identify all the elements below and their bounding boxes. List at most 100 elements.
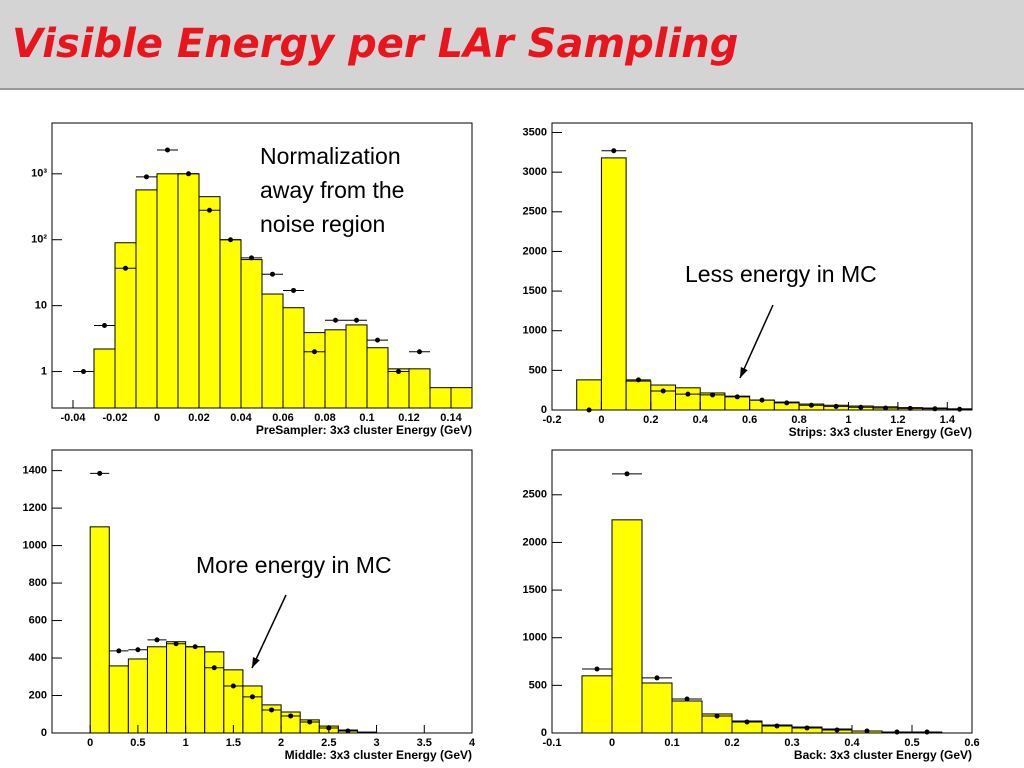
x-tick-label: 0.06 (272, 412, 293, 424)
histogram-bar (611, 519, 643, 734)
histogram-bar (108, 665, 129, 734)
histogram-bar (387, 368, 410, 409)
data-point (804, 725, 810, 731)
histogram-bar (223, 669, 244, 734)
data-point (291, 287, 296, 293)
histogram-bar (156, 173, 179, 409)
y-tick-label: 0 (41, 727, 47, 739)
y-tick-label: 2500 (523, 489, 547, 501)
data-point (684, 696, 690, 702)
x-tick-label: 0.4 (844, 737, 860, 749)
data-point (808, 402, 814, 408)
data-point (417, 349, 422, 355)
data-point (734, 394, 740, 400)
data-point (685, 391, 691, 397)
data-point (307, 719, 313, 725)
y-tick-label: 1000 (523, 325, 547, 337)
y-tick-label: 2000 (523, 536, 547, 548)
x-tick-label: 0.04 (230, 412, 252, 424)
x-tick-label: -0.1 (543, 737, 562, 749)
y-tick-label: 1500 (523, 584, 547, 596)
x-axis-label: PreSampler: 3x3 cluster Energy (GeV) (256, 423, 472, 437)
data-point (135, 647, 141, 653)
histogram-bar (240, 259, 263, 409)
data-point (186, 171, 191, 177)
data-point (932, 406, 938, 412)
data-point (396, 369, 401, 375)
arrow-head (740, 367, 748, 378)
x-tick-label: -0.02 (102, 412, 127, 424)
x-tick-label: 0.6 (742, 414, 757, 426)
data-point (759, 397, 765, 403)
data-point (611, 148, 617, 154)
y-tick-label: 1400 (23, 465, 47, 477)
histogram-bar (576, 379, 602, 411)
y-tick-label: 1200 (23, 502, 47, 514)
histogram-bar (324, 329, 347, 409)
x-tick-label: 1.5 (226, 737, 241, 749)
histogram-bar (127, 658, 148, 734)
y-tick-label: 800 (29, 577, 47, 589)
data-point (660, 388, 666, 394)
x-tick-label: 0.12 (398, 412, 419, 424)
y-tick-label: 500 (529, 364, 547, 376)
data-point (116, 648, 122, 654)
x-tick-label: 0.14 (440, 412, 462, 424)
data-point (173, 641, 179, 647)
y-tick-label: 600 (29, 614, 47, 626)
x-tick-label: 0.2 (724, 737, 739, 749)
histogram-bar (177, 173, 200, 409)
annotation: Normalization (260, 143, 401, 169)
x-tick-label: 1 (845, 414, 851, 426)
data-point (654, 675, 660, 681)
x-tick-label: 0.02 (188, 412, 209, 424)
data-point (774, 723, 780, 729)
data-point (907, 405, 913, 411)
histogram-bar (303, 332, 326, 409)
y-tick-label: 10² (31, 234, 47, 246)
data-point (97, 470, 103, 476)
slide-title: Visible Energy per LAr Sampling (12, 21, 738, 67)
data-point (858, 404, 864, 410)
x-axis-label: Back: 3x3 cluster Energy (GeV) (794, 748, 972, 762)
histogram-bar (408, 368, 431, 409)
x-tick-label: 0.08 (314, 412, 335, 424)
y-tick-label: 1500 (523, 285, 547, 297)
y-tick-label: 0 (541, 727, 547, 739)
data-point (144, 174, 149, 180)
x-tick-label: 0.4 (693, 414, 709, 426)
data-point (269, 707, 275, 713)
x-tick-label: 0 (609, 737, 615, 749)
x-tick-label: 3 (373, 737, 379, 749)
x-tick-label: 2 (278, 737, 284, 749)
annotation: Less energy in MC (685, 261, 877, 287)
histogram-bar (345, 324, 368, 409)
data-point (586, 407, 592, 413)
x-tick-label: 0.1 (359, 412, 374, 424)
y-tick-label: 3000 (523, 166, 547, 178)
y-tick-label: 2500 (523, 206, 547, 218)
histogram-bar (366, 347, 389, 409)
y-tick-label: 10³ (31, 168, 47, 180)
x-tick-label: 4 (469, 737, 476, 749)
histogram-bar (89, 526, 110, 734)
header-bar (0, 0, 1024, 88)
data-point (228, 237, 233, 243)
histogram-bar (600, 157, 627, 411)
histogram-bar (671, 700, 703, 734)
data-point (833, 403, 839, 409)
data-point (354, 317, 359, 323)
histogram-bar (625, 380, 652, 411)
data-point (249, 694, 255, 700)
data-point (594, 666, 600, 672)
data-point (714, 713, 720, 719)
x-tick-label: 0.5 (130, 737, 145, 749)
data-point (192, 644, 198, 650)
x-tick-label: 0.1 (664, 737, 679, 749)
x-tick-label: 0.3 (784, 737, 799, 749)
x-tick-label: -0.2 (543, 414, 562, 426)
histogram-bar (581, 675, 613, 734)
x-tick-label: 0 (87, 737, 93, 749)
